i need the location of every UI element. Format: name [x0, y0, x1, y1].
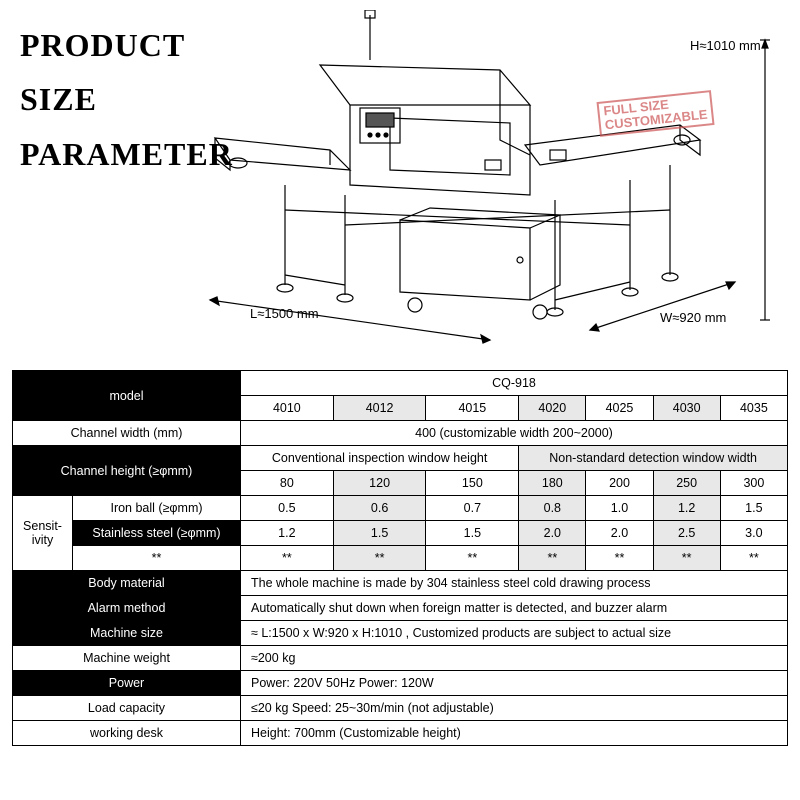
- iron-val: 0.6: [333, 496, 426, 521]
- steel-val: 1.5: [426, 521, 519, 546]
- row-value: The whole machine is made by 304 stainle…: [241, 571, 788, 596]
- iron-val: 0.7: [426, 496, 519, 521]
- dim-length: L≈1500 mm: [250, 306, 319, 321]
- variant-cell: 4020: [519, 396, 586, 421]
- steel-val: 1.5: [333, 521, 426, 546]
- star-val: **: [241, 546, 334, 571]
- iron-val: 0.8: [519, 496, 586, 521]
- dim-height: H≈1010 mm: [690, 38, 761, 53]
- variant-cell: 4035: [720, 396, 787, 421]
- row-value: ≈200 kg: [241, 646, 788, 671]
- model-label: model: [13, 371, 241, 421]
- star-val: **: [586, 546, 653, 571]
- ch-height-sub1: Conventional inspection window height: [241, 446, 519, 471]
- variant-cell: 4012: [333, 396, 426, 421]
- ch-h-val: 180: [519, 471, 586, 496]
- steel-val: 1.2: [241, 521, 334, 546]
- ch-height-sub2: Non-standard detection window width: [519, 446, 788, 471]
- row-label: Power: [13, 671, 241, 696]
- ch-h-val: 120: [333, 471, 426, 496]
- steel-val: 2.5: [653, 521, 720, 546]
- variant-cell: 4030: [653, 396, 720, 421]
- row-value: ≈ L:1500 x W:920 x H:1010 , Customized p…: [241, 621, 788, 646]
- channel-height-label: Channel height (≥φmm): [13, 446, 241, 496]
- ch-h-val: 200: [586, 471, 653, 496]
- star-label: **: [73, 546, 241, 571]
- steel-val: 2.0: [519, 521, 586, 546]
- star-val: **: [426, 546, 519, 571]
- star-val: **: [653, 546, 720, 571]
- variant-cell: 4010: [241, 396, 334, 421]
- steel-val: 3.0: [720, 521, 787, 546]
- row-value: Automatically shut down when foreign mat…: [241, 596, 788, 621]
- row-label: working desk: [13, 721, 241, 746]
- ch-h-val: 300: [720, 471, 787, 496]
- channel-width-label: Channel width (mm): [13, 421, 241, 446]
- ch-h-val: 250: [653, 471, 720, 496]
- spec-table-wrap: model CQ-918 4010 4012 4015 4020 4025 40…: [12, 370, 788, 746]
- row-value: Height: 700mm (Customizable height): [241, 721, 788, 746]
- star-val: **: [720, 546, 787, 571]
- row-value: Power: 220V 50Hz Power: 120W: [241, 671, 788, 696]
- steel-label: Stainless steel (≥φmm): [73, 521, 241, 546]
- channel-width-value: 400 (customizable width 200~2000): [241, 421, 788, 446]
- variant-cell: 4025: [586, 396, 653, 421]
- variant-cell: 4015: [426, 396, 519, 421]
- row-label: Load capacity: [13, 696, 241, 721]
- ch-h-val: 80: [241, 471, 334, 496]
- iron-val: 1.0: [586, 496, 653, 521]
- dim-width: W≈920 mm: [660, 310, 726, 325]
- row-label: Alarm method: [13, 596, 241, 621]
- row-value: ≤20 kg Speed: 25~30m/min (not adjustable…: [241, 696, 788, 721]
- row-label: Body material: [13, 571, 241, 596]
- row-label: Machine size: [13, 621, 241, 646]
- machine-drawing: [190, 10, 790, 350]
- diagram-area: H≈1010 mm L≈1500 mm W≈920 mm FULL SIZE C…: [190, 10, 790, 350]
- iron-val: 1.5: [720, 496, 787, 521]
- sensitivity-label: Sensit- ivity: [13, 496, 73, 571]
- star-val: **: [519, 546, 586, 571]
- model-name: CQ-918: [241, 371, 788, 396]
- iron-label: Iron ball (≥φmm): [73, 496, 241, 521]
- star-val: **: [333, 546, 426, 571]
- iron-val: 1.2: [653, 496, 720, 521]
- spec-table: model CQ-918 4010 4012 4015 4020 4025 40…: [12, 370, 788, 746]
- row-label: Machine weight: [13, 646, 241, 671]
- iron-val: 0.5: [241, 496, 334, 521]
- ch-h-val: 150: [426, 471, 519, 496]
- steel-val: 2.0: [586, 521, 653, 546]
